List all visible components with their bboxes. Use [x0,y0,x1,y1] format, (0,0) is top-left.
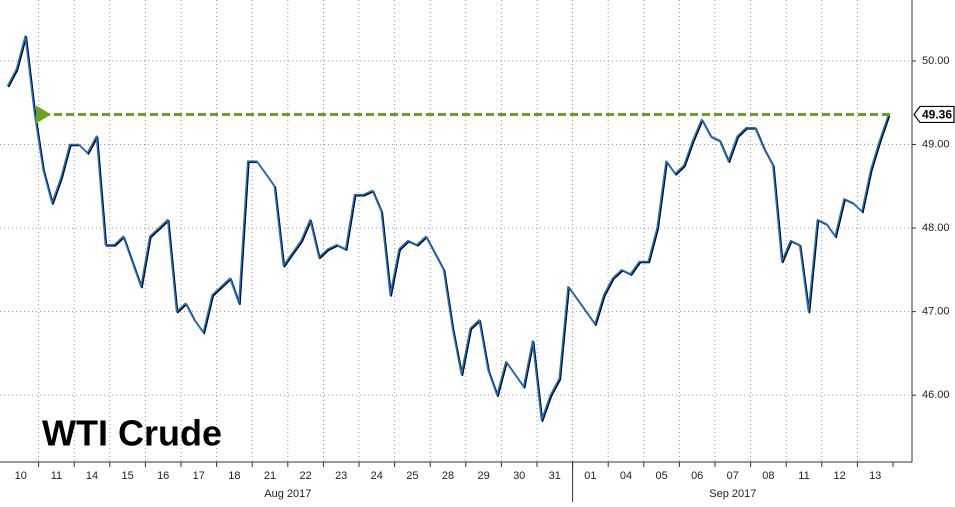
x-tick-label: 28 [442,470,454,482]
y-tick-label: 48.00 [922,222,950,234]
x-tick-label: 18 [228,470,240,482]
x-tick-label: 23 [335,470,347,482]
x-tick-label: 01 [584,470,596,482]
x-tick-label: 13 [869,470,881,482]
x-tick-label: 21 [264,470,276,482]
x-tick-label: 07 [727,470,739,482]
x-tick-label: 15 [121,470,133,482]
x-tick-label: 17 [193,470,205,482]
y-tick-label: 50.00 [922,55,950,67]
x-tick-label: 25 [406,470,418,482]
x-tick-label: 11 [51,470,62,482]
last-value-label: 49.36 [922,108,952,122]
price-line [6,35,890,421]
chart-annotation: WTI Crude [42,413,222,454]
month-label: Aug 2017 [264,488,311,500]
x-tick-label: 12 [833,470,845,482]
x-tick-label: 08 [762,470,774,482]
y-tick-label: 47.00 [922,306,950,318]
x-tick-label: 31 [549,470,561,482]
month-label: Sep 2017 [709,488,756,500]
x-tick-label: 10 [15,470,27,482]
x-tick-label: 29 [477,470,489,482]
x-tick-label: 16 [157,470,169,482]
y-tick-label: 49.00 [922,138,950,150]
x-tick-label: 06 [691,470,703,482]
x-tick-label: 04 [620,470,632,482]
x-tick-label: 24 [371,470,383,482]
x-tick-label: 05 [655,470,667,482]
x-tick-label: 22 [299,470,311,482]
x-tick-label: 11 [798,470,809,482]
last-value-tag [913,105,955,124]
x-tick-label: 14 [86,470,98,482]
y-tick-label: 46.00 [922,389,950,401]
x-tick-label: 30 [513,470,525,482]
